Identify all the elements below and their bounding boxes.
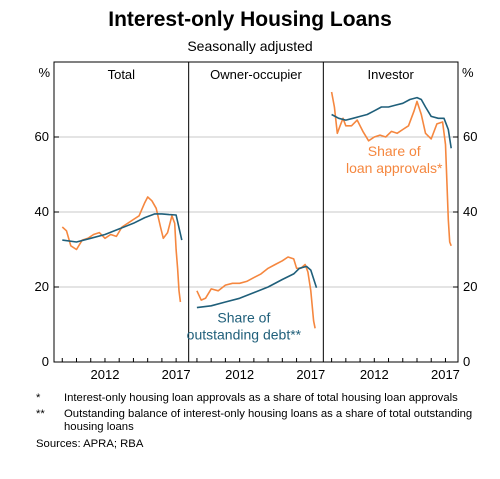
y-tick-label-right: 60 [463,129,477,144]
y-unit-left: % [38,65,50,80]
x-tick-label: 2012 [91,367,120,382]
series-line-outstanding [62,213,183,243]
chart-title: Interest-only Housing Loans [108,8,392,31]
series-line-approvals [330,91,452,247]
y-tick-label-left: 20 [35,279,49,294]
sources-note: Sources: APRA; RBA [36,437,144,450]
x-tick-label: 2017 [162,367,191,382]
series-line-approvals [196,256,316,329]
panel-title: Investor [368,67,415,82]
y-tick-label-left: 0 [42,354,49,369]
footnote-text: Interest-only housing loan approvals as … [64,392,458,404]
x-tick-label: 2017 [431,367,460,382]
y-tick-label-right: 40 [463,204,477,219]
y-tick-label-left: 60 [35,129,49,144]
y-tick-label-right: 20 [463,279,477,294]
footnote-approvals: * Interest-only housing loan approvals a… [36,392,476,406]
series-annotation: loan approvals* [346,160,443,176]
series-annotation: Share of [368,143,421,159]
x-tick-label: 2012 [360,367,389,382]
x-tick-label: 2017 [296,367,325,382]
y-unit-right: % [462,65,474,80]
y-tick-label-left: 40 [35,204,49,219]
panel-title: Owner-occupier [210,67,302,82]
footnote-mark: * [36,392,41,404]
series-annotation: Share of [217,310,270,326]
series-line-outstanding [196,265,318,309]
footnote-text: Outstanding balance of interest-only hou… [64,407,473,434]
y-tick-label-right: 0 [463,354,470,369]
chart-subtitle: Seasonally adjusted [187,38,313,54]
footnote-outstanding: ** Outstanding balance of interest-only … [36,408,476,435]
x-tick-label: 2012 [225,367,254,382]
series-line-outstanding [331,96,452,149]
series-annotation: outstanding debt** [187,327,302,343]
footnotes: * Interest-only housing loan approvals a… [36,392,476,451]
footnote-mark: ** [36,407,45,420]
panel-title: Total [108,67,136,82]
series-line-approvals [61,196,182,303]
